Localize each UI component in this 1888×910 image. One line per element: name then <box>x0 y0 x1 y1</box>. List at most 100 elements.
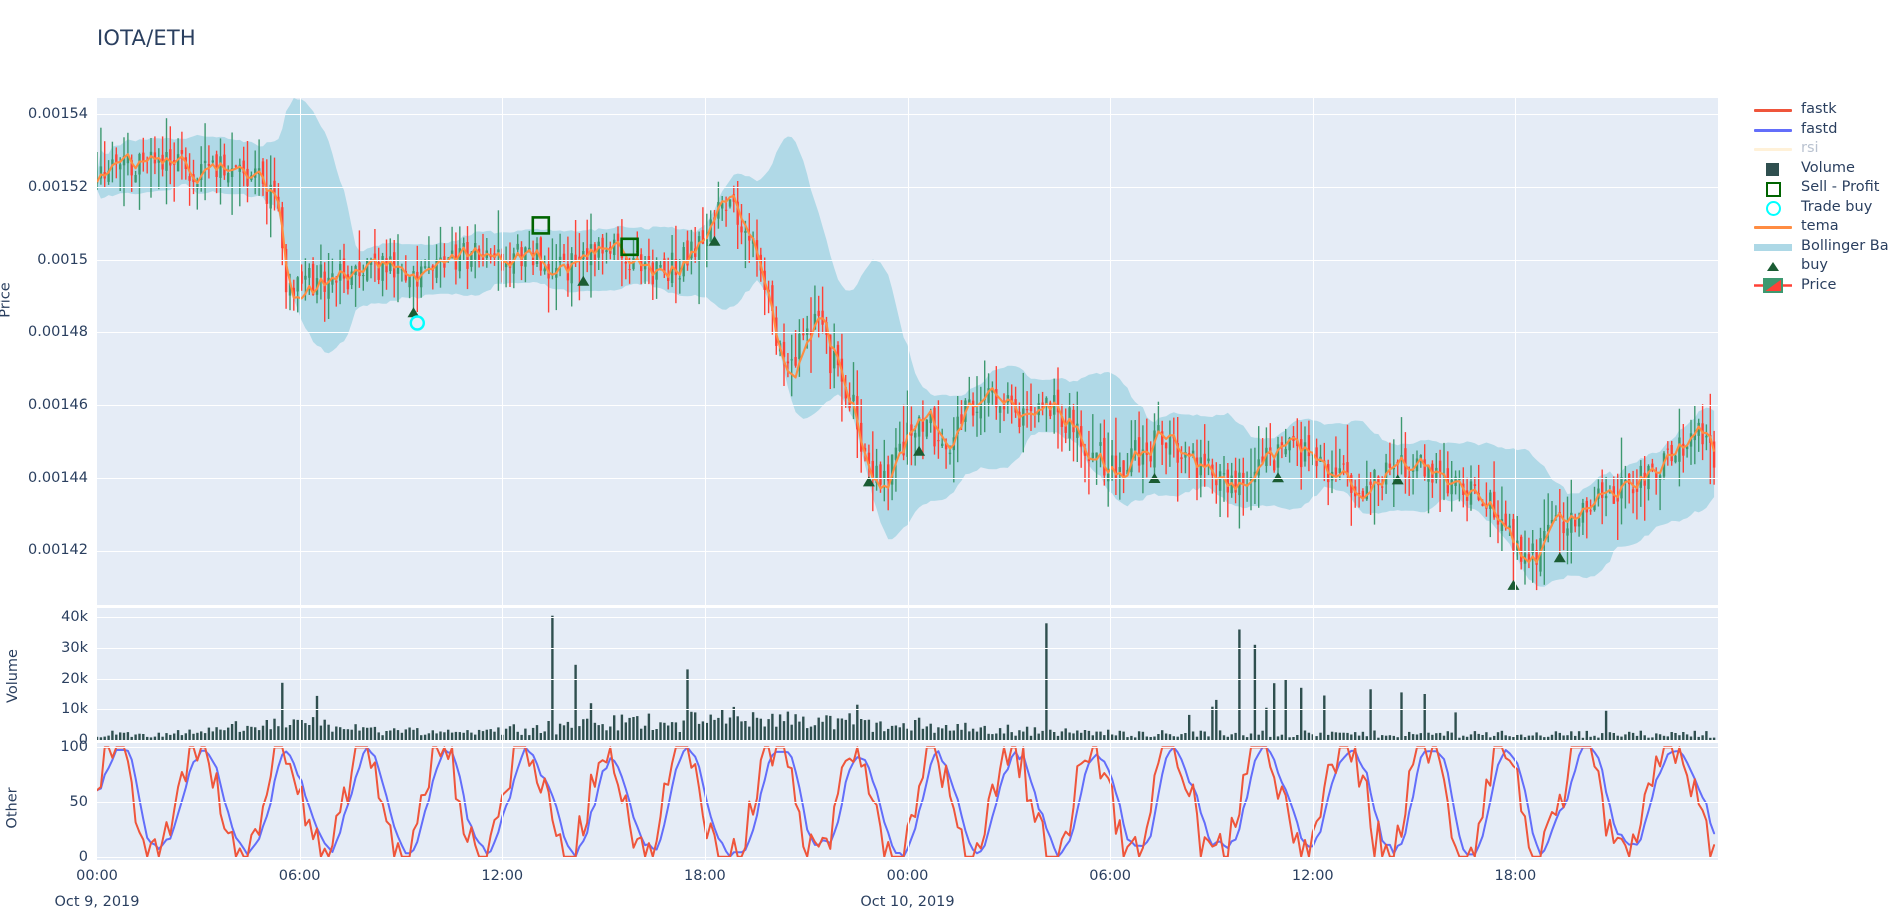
gridline <box>907 608 909 740</box>
tick-mark <box>91 114 97 116</box>
tick-mark <box>91 405 97 407</box>
sell-profit-markers[interactable] <box>531 216 639 257</box>
gridline <box>907 743 909 860</box>
line-icon <box>1752 120 1794 139</box>
trade-buy-markers[interactable] <box>409 315 425 331</box>
legend-label: Price <box>1801 276 1837 293</box>
tick-mark <box>91 802 97 804</box>
x-axis-tick-label: 06:00 <box>1089 868 1132 884</box>
gridline <box>704 608 706 740</box>
square-outline-icon <box>1752 178 1794 198</box>
y-axis-title-price: Price <box>0 282 14 318</box>
x-axis-date-label: Oct 10, 2019 <box>860 894 955 910</box>
tick-mark <box>91 709 97 711</box>
legend-item-fastk[interactable]: fastk <box>1752 100 1888 120</box>
legend-label: rsi <box>1801 140 1819 157</box>
volume-subplot[interactable] <box>97 608 1718 740</box>
y-axis-tick-label: 0.00148 <box>28 324 88 341</box>
gridline <box>299 98 301 605</box>
gridline <box>502 743 504 860</box>
x-axis-tick-label: 18:00 <box>683 868 726 884</box>
gridline <box>299 608 301 740</box>
tema-line <box>97 153 1716 564</box>
gridline <box>704 98 706 605</box>
gridline <box>502 608 504 740</box>
tick-mark <box>91 647 97 649</box>
gridline <box>1312 98 1314 605</box>
y-axis-tick-label: 20k <box>61 670 88 687</box>
other-subplot[interactable] <box>97 743 1718 860</box>
y-axis-tick-label: 100 <box>60 739 88 756</box>
legend-label: buy <box>1801 257 1828 274</box>
page-title: IOTA/ETH <box>97 26 196 50</box>
chart-legend[interactable]: fastk fastd rsi Volume Sell - Profit Trade bu… <box>1752 100 1888 295</box>
y-axis-tick-label: 0.00142 <box>28 542 88 559</box>
line-icon <box>1752 100 1794 119</box>
y-axis-tick-label: 0.00144 <box>28 469 88 486</box>
tick-mark <box>91 740 97 741</box>
circle-outline-icon <box>1752 198 1794 217</box>
band-icon <box>1752 237 1794 256</box>
price-subplot[interactable] <box>97 98 1718 605</box>
legend-label: Sell - Profit <box>1801 179 1880 196</box>
x-axis-date-label: Oct 9, 2019 <box>54 894 140 910</box>
tick-mark <box>91 747 97 749</box>
legend-item-rsi[interactable]: rsi <box>1752 139 1888 159</box>
gridline <box>907 98 909 605</box>
legend-label: Trade buy <box>1801 198 1873 215</box>
legend-item-trade-buy[interactable]: Trade buy <box>1752 198 1888 218</box>
gridline <box>1515 98 1517 605</box>
gridline <box>1312 608 1314 740</box>
line-icon <box>1752 217 1794 236</box>
legend-item-fastd[interactable]: fastd <box>1752 120 1888 140</box>
gridline <box>1515 743 1517 860</box>
tick-mark <box>91 477 97 479</box>
legend-label: fastd <box>1801 120 1838 137</box>
gridline <box>704 743 706 860</box>
y-axis-tick-label: 0 <box>78 732 88 748</box>
legend-item-tema[interactable]: tema <box>1752 217 1888 237</box>
x-axis-tick-label: 12:00 <box>1291 868 1334 884</box>
legend-label: tema <box>1801 218 1839 235</box>
x-axis-tick-label: 18:00 <box>1494 868 1537 884</box>
buy-markers[interactable] <box>407 235 1566 590</box>
legend-label: fastk <box>1801 101 1837 118</box>
y-axis-tick-label: 10k <box>61 701 88 718</box>
tick-mark <box>91 856 97 858</box>
gridline <box>299 743 301 860</box>
gridline <box>1110 608 1112 740</box>
line-icon <box>1752 139 1794 158</box>
tick-mark <box>91 550 97 552</box>
candlestick-icon <box>1752 276 1794 295</box>
tick-mark <box>91 259 97 261</box>
y-axis-tick-label: 0.00146 <box>28 397 88 414</box>
legend-label: Bollinger Band <box>1801 237 1888 254</box>
square-icon <box>1752 159 1794 178</box>
legend-item-buy[interactable]: buy <box>1752 256 1888 276</box>
y-axis-title-other: Other <box>4 787 21 829</box>
tick-mark <box>91 617 97 619</box>
y-axis-tick-label: 30k <box>61 639 88 656</box>
tick-mark <box>91 187 97 189</box>
gridline <box>1110 743 1112 860</box>
bollinger-band <box>97 98 1715 587</box>
y-axis-tick-label: 50 <box>69 794 88 811</box>
gridline <box>1110 98 1112 605</box>
y-axis-tick-label: 0.0015 <box>37 251 88 268</box>
x-axis-tick-label: 00:00 <box>886 868 929 884</box>
y-axis-tick-label: 0.00154 <box>28 106 88 123</box>
legend-item-sell-profit[interactable]: Sell - Profit <box>1752 178 1888 198</box>
legend-item-volume[interactable]: Volume <box>1752 159 1888 179</box>
volume-bars[interactable] <box>97 615 1716 740</box>
legend-label: Volume <box>1801 159 1855 176</box>
volume-plot-area[interactable] <box>97 608 1718 740</box>
tick-mark <box>91 678 97 680</box>
x-axis-tick-label: 06:00 <box>278 868 321 884</box>
triangle-up-icon <box>1752 256 1794 275</box>
legend-item-price[interactable]: Price <box>1752 276 1888 296</box>
tick-mark <box>91 332 97 334</box>
gridline <box>1312 743 1314 860</box>
legend-item-bollinger-band[interactable]: Bollinger Band <box>1752 237 1888 257</box>
y-axis-title-volume: Volume <box>4 649 21 703</box>
